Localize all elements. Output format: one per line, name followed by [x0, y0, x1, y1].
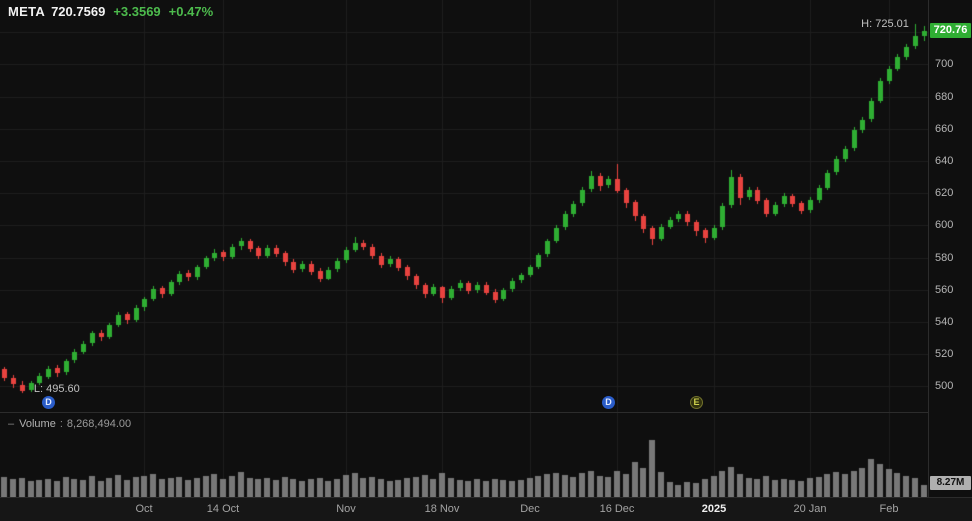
volume-chart-canvas[interactable] — [0, 413, 928, 498]
time-axis-label: 20 Jan — [793, 503, 827, 515]
last-volume-badge: 8.27M — [930, 476, 971, 490]
price-pane: META 720.7569 +3.3569 +0.47% H: 725.01 L: 4… — [0, 0, 928, 412]
volume-pane: – Volume:8,268,494.00 — [0, 412, 928, 498]
period-low-label: L: 495.60 — [33, 383, 80, 395]
time-axis-labels: Oct 14 Oct Nov 18 Nov Dec 16 Dec 2025 20 Jan Feb — [0, 498, 928, 521]
volume-value: 8,268,494.00 — [66, 418, 132, 430]
period-high-label: H: 725.01 — [861, 18, 909, 30]
price-chart-canvas[interactable] — [0, 0, 928, 412]
last-price-badge: 720.76 — [930, 23, 971, 38]
time-axis[interactable]: Oct 14 Oct Nov 18 Nov Dec 16 Dec 2025 20 Jan Feb — [0, 497, 972, 521]
time-axis-label: 16 Dec — [599, 503, 635, 515]
dividend-marker-icon[interactable]: D — [602, 396, 615, 409]
price-change-percent: +0.47% — [168, 4, 214, 19]
time-axis-label: Nov — [336, 503, 356, 515]
time-axis-label: 14 Oct — [206, 503, 240, 515]
time-axis-label: 18 Nov — [424, 503, 460, 515]
price-change-value: +3.3569 — [113, 4, 161, 19]
price-axis-label: 700 — [935, 58, 954, 70]
last-price-value: 720.7569 — [51, 4, 106, 19]
price-axis-label: 660 — [935, 123, 954, 135]
price-axis-label: 500 — [935, 380, 954, 392]
price-axis-label: 560 — [935, 284, 954, 296]
price-axis[interactable]: 720.76 8.27M 500 520 540 560 580 600 620 640 660… — [928, 0, 972, 497]
price-axis-label: 580 — [935, 252, 954, 264]
earnings-marker-icon[interactable]: E — [690, 396, 703, 409]
dividend-marker-icon[interactable]: D — [42, 396, 55, 409]
time-axis-label: Oct — [135, 503, 153, 515]
symbol-legend: META 720.7569 +3.3569 +0.47% — [8, 4, 213, 19]
time-axis-label: Feb — [879, 503, 899, 515]
volume-legend: – Volume:8,268,494.00 — [8, 418, 131, 430]
time-axis-label: 2025 — [701, 503, 727, 515]
price-axis-label: 540 — [935, 316, 954, 328]
time-axis-label: Dec — [520, 503, 540, 515]
symbol-name: META — [8, 4, 46, 19]
price-axis-label: 600 — [935, 219, 954, 231]
price-axis-label: 620 — [935, 187, 954, 199]
price-axis-label: 520 — [935, 348, 954, 360]
volume-separator: : — [59, 418, 63, 430]
volume-label: Volume — [19, 418, 56, 430]
volume-collapse-icon[interactable]: – — [8, 418, 15, 430]
price-axis-label: 640 — [935, 155, 954, 167]
price-axis-label: 680 — [935, 91, 954, 103]
